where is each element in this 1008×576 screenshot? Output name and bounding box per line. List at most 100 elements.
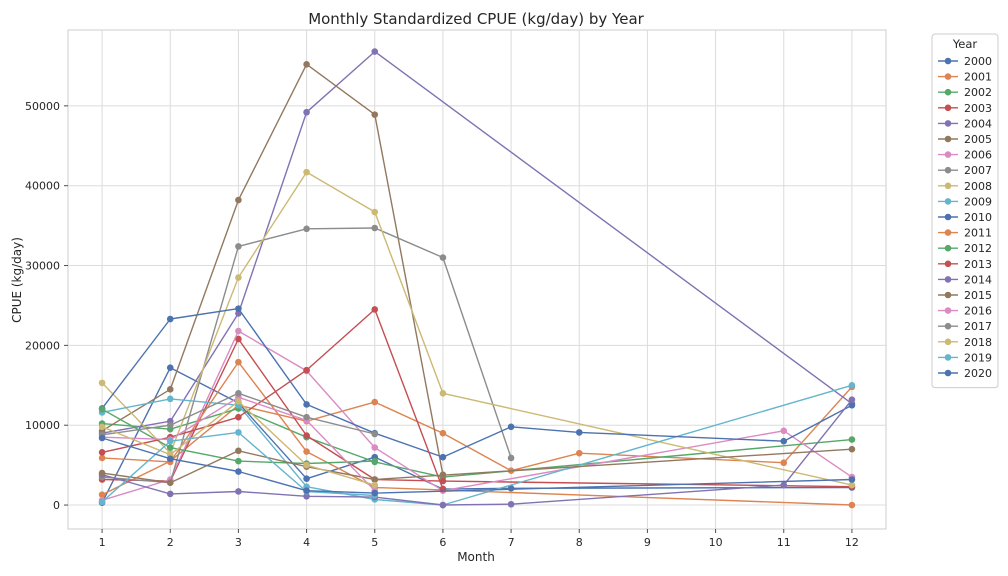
data-point bbox=[303, 413, 310, 421]
data-point bbox=[371, 398, 379, 406]
legend-marker bbox=[944, 338, 952, 346]
legend-item-2016: 2016 bbox=[938, 305, 992, 318]
series-line-2006 bbox=[101, 330, 853, 501]
data-point bbox=[303, 487, 310, 494]
legend: Year 2000 2001 2002 2003 2004 2005 2006 2007 2008… bbox=[931, 33, 999, 389]
data-point bbox=[780, 437, 788, 445]
legend-label: 2005 bbox=[964, 133, 992, 146]
data-point bbox=[371, 476, 379, 483]
data-point bbox=[166, 444, 174, 451]
legend-marker bbox=[944, 260, 952, 268]
x-tick-label: 2 bbox=[167, 536, 174, 549]
data-point bbox=[98, 449, 106, 456]
x-tick-label: 12 bbox=[845, 536, 859, 549]
legend-label: 2010 bbox=[964, 211, 992, 224]
legend-marker bbox=[944, 213, 952, 221]
series-line-2004 bbox=[101, 50, 853, 434]
data-point bbox=[303, 108, 310, 116]
legend-item-2008: 2008 bbox=[938, 180, 992, 193]
legend-label: 2014 bbox=[964, 273, 992, 286]
y-tick-label: 20000 bbox=[25, 339, 60, 352]
data-point bbox=[371, 457, 379, 465]
data-point bbox=[235, 488, 242, 495]
data-point bbox=[575, 429, 583, 436]
data-point bbox=[439, 501, 447, 509]
series-line-2001 bbox=[101, 386, 853, 496]
data-point bbox=[235, 429, 242, 436]
legend-item-2003: 2003 bbox=[938, 102, 992, 115]
legend-label: 2015 bbox=[964, 289, 992, 302]
legend-marker bbox=[944, 229, 952, 236]
legend-label: 2011 bbox=[964, 227, 992, 240]
x-tick-label: 5 bbox=[371, 536, 378, 549]
y-tick-label: 30000 bbox=[25, 260, 60, 273]
legend-item-2007: 2007 bbox=[938, 164, 992, 177]
data-point bbox=[371, 208, 379, 216]
data-point bbox=[235, 447, 242, 455]
legend-item-2014: 2014 bbox=[938, 273, 992, 286]
data-point bbox=[371, 444, 379, 451]
data-point bbox=[235, 389, 242, 397]
legend-item-2013: 2013 bbox=[938, 258, 992, 271]
data-point bbox=[371, 111, 379, 118]
chart-title: Monthly Standardized CPUE (kg/day) by Ye… bbox=[308, 10, 644, 28]
data-point bbox=[780, 481, 788, 489]
legend-item-2018: 2018 bbox=[938, 336, 992, 349]
legend-item-2010: 2010 bbox=[938, 211, 992, 224]
data-point bbox=[235, 358, 242, 366]
y-tick-label: 40000 bbox=[25, 180, 60, 193]
data-point bbox=[98, 469, 106, 477]
data-point bbox=[439, 477, 447, 485]
legend-marker bbox=[944, 369, 952, 377]
data-point bbox=[371, 48, 379, 55]
y-tick-label: 10000 bbox=[25, 419, 60, 432]
x-tick-label: 11 bbox=[777, 536, 791, 549]
data-point bbox=[848, 445, 856, 453]
axis-ticks: 1 2 3 4 5 6 7 8 9 10 11 120100002000030000400005000… bbox=[25, 100, 859, 549]
legend-label: 2006 bbox=[964, 149, 992, 162]
x-tick-label: 6 bbox=[439, 536, 446, 549]
legend-label: 2009 bbox=[964, 195, 992, 208]
legend-item-2019: 2019 bbox=[938, 351, 992, 364]
data-point bbox=[166, 479, 174, 486]
data-point bbox=[371, 224, 379, 232]
legend-label: 2020 bbox=[964, 367, 992, 380]
data-point bbox=[371, 430, 379, 438]
data-point bbox=[507, 500, 515, 508]
data-point bbox=[166, 455, 174, 463]
legend-item-2011: 2011 bbox=[938, 227, 992, 240]
y-axis-label: CPUE (kg/day) bbox=[10, 237, 24, 323]
x-tick-label: 1 bbox=[99, 536, 106, 549]
data-point bbox=[166, 364, 174, 372]
legend-item-2015: 2015 bbox=[938, 289, 992, 302]
data-point bbox=[507, 454, 515, 462]
legend-marker bbox=[944, 135, 952, 143]
legend-marker bbox=[944, 291, 952, 299]
legend-marker bbox=[944, 354, 952, 361]
legend-item-2020: 2020 bbox=[938, 367, 992, 380]
series-line-2020 bbox=[101, 437, 852, 494]
x-tick-label: 3 bbox=[235, 536, 242, 549]
plot-area bbox=[67, 29, 887, 530]
legend-label: 2012 bbox=[964, 242, 992, 255]
data-point bbox=[303, 61, 310, 68]
series-line-2005 bbox=[101, 63, 444, 475]
data-point bbox=[235, 196, 242, 204]
data-point bbox=[371, 481, 379, 489]
data-point bbox=[848, 476, 856, 483]
data-point bbox=[235, 243, 242, 250]
x-tick-label: 8 bbox=[576, 536, 583, 549]
data-point bbox=[98, 423, 106, 431]
series-2020 bbox=[98, 434, 856, 497]
series-line-2015 bbox=[102, 448, 852, 484]
legend-item-2002: 2002 bbox=[938, 86, 992, 99]
legend-marker bbox=[944, 151, 952, 158]
data-point bbox=[166, 385, 174, 393]
data-point bbox=[439, 429, 447, 437]
data-point bbox=[848, 436, 856, 443]
data-point bbox=[303, 448, 310, 455]
data-point bbox=[235, 335, 242, 343]
data-point bbox=[98, 491, 106, 498]
grid-lines bbox=[68, 30, 886, 529]
